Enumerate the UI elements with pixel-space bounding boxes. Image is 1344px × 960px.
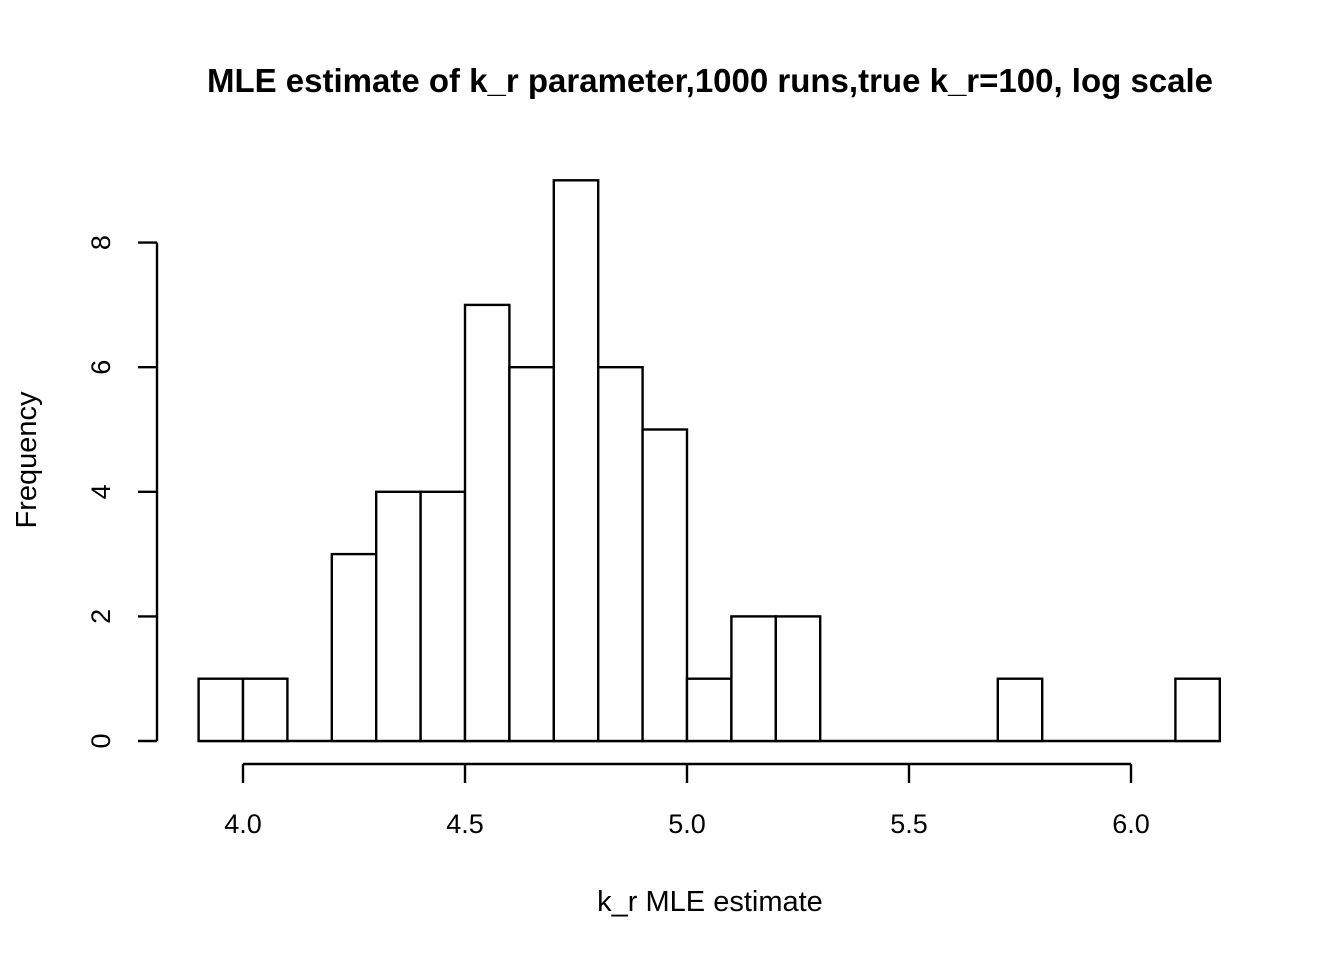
histogram-bar [730, 615, 778, 743]
histogram-bar [552, 179, 600, 743]
histogram-bar [241, 677, 289, 743]
histogram-bar [197, 677, 245, 743]
histogram-bar [597, 366, 644, 743]
histogram-bar [330, 552, 378, 743]
histogram-bar [685, 677, 733, 743]
histogram-bar [996, 677, 1044, 743]
histogram-bar [419, 490, 467, 743]
bars-group [197, 179, 1222, 743]
histogram-bar [1174, 677, 1222, 743]
histogram-bar [463, 303, 511, 743]
y-tick-label: 4 [86, 484, 116, 499]
chart-title: MLE estimate of k_r parameter,1000 runs,… [207, 62, 1213, 99]
histogram-bar [375, 490, 422, 743]
y-tick-label: 8 [86, 235, 116, 250]
x-axis-label: k_r MLE estimate [597, 886, 823, 918]
y-axis-label: Frequency [11, 391, 43, 529]
x-tick-label: 4.0 [224, 809, 262, 839]
x-tick-label: 6.0 [1112, 809, 1150, 839]
y-axis: 0 2 4 6 8 [86, 235, 159, 749]
y-tick-label: 2 [86, 609, 116, 624]
histogram-bar [774, 615, 822, 743]
x-tick-label: 5.5 [890, 809, 928, 839]
histogram-bar [641, 428, 689, 743]
x-tick-label: 4.5 [446, 809, 484, 839]
x-axis: 4.0 4.5 5.0 5.5 6.0 [224, 762, 1150, 839]
y-tick-label: 0 [86, 733, 116, 748]
x-tick-label: 5.0 [668, 809, 706, 839]
histogram-bar [508, 366, 555, 743]
y-tick-label: 6 [86, 360, 116, 375]
